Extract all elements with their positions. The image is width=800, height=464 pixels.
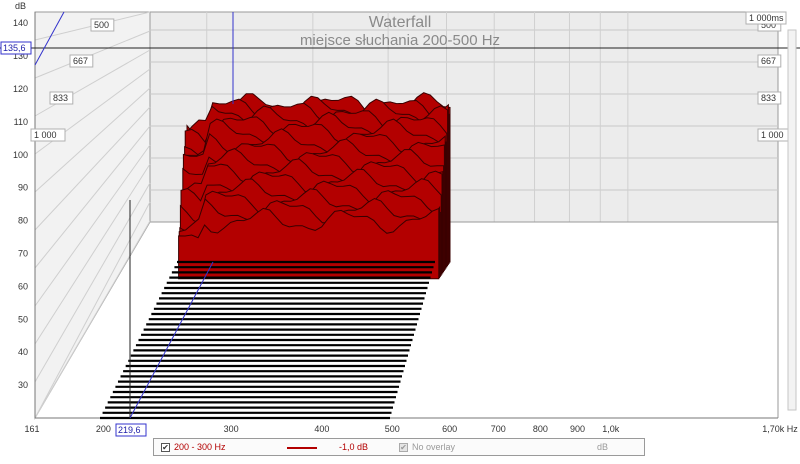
cursor-y-box: [0, 41, 32, 55]
cursor-y-readout: 135,6: [3, 43, 26, 53]
series-label: 200 - 300 Hz: [174, 442, 226, 452]
x-tick-label: 1,0k: [602, 424, 620, 434]
cursor-x-box: [115, 423, 147, 437]
y-tick-label: 60: [18, 281, 28, 291]
time-label-box: [757, 54, 782, 68]
time-label-box: [30, 128, 66, 142]
cursor-diagonal-line: [34, 11, 65, 66]
time-label-box: [757, 91, 782, 105]
side-grid-line: [34, 182, 151, 383]
x-tick-label: 300: [224, 424, 239, 434]
side-grid-line: [34, 201, 151, 419]
offset-label: -1,0 dB: [339, 442, 369, 452]
time-axis-label-right: 1 000: [761, 130, 784, 140]
time-end-box: [745, 11, 787, 25]
y-tick-label: 110: [14, 117, 28, 127]
time-axis-label-left: 1 000: [34, 130, 57, 140]
time-axis-label-left: 500: [94, 20, 109, 30]
x-tick-label: 800: [533, 424, 548, 434]
x-tick-label: 600: [442, 424, 457, 434]
series-checkbox[interactable]: ✔: [161, 442, 170, 452]
time-axis-label-right: 833: [761, 93, 776, 103]
x-tick-label: 700: [491, 424, 506, 434]
time-axis-end-label: 1 000ms: [749, 13, 784, 23]
y-tick-label: 30: [18, 380, 28, 390]
unit-label: dB: [597, 442, 609, 452]
y-tick-label: 120: [13, 84, 28, 94]
y-tick-label: 90: [18, 183, 28, 193]
side-grid-line: [34, 163, 151, 345]
chart-subtitle: miejsce słuchania 200-500 Hz: [300, 32, 500, 49]
y-axis-label: dB: [15, 1, 26, 11]
time-label-box: [90, 18, 115, 32]
x-tick-label: 1,70k Hz: [762, 424, 798, 434]
cursor-diagonal-line: [129, 261, 214, 419]
vertical-scrollbar: [787, 29, 797, 411]
overlay-label: No overlay: [412, 442, 456, 452]
y-tick-label: 140: [13, 18, 28, 28]
side-grid-line: [34, 87, 151, 193]
x-tick-label: 400: [314, 424, 329, 434]
x-tick-label: 500: [385, 424, 400, 434]
overlay-checkbox[interactable]: ✔: [399, 442, 408, 452]
y-tick-label: 70: [18, 249, 28, 259]
side-grid-line: [34, 49, 151, 117]
y-tick-label: 40: [18, 347, 28, 357]
side-grid-line: [34, 106, 151, 231]
time-axis-label-right: 500: [761, 20, 776, 30]
side-grid-line: [34, 220, 151, 419]
time-axis-label-left: 833: [53, 93, 68, 103]
y-tick-label: 130: [13, 51, 28, 61]
y-tick-label: 100: [13, 150, 28, 160]
cursor-x-readout: 219,6: [118, 425, 141, 435]
legend-bar: ✔ 200 - 300 Hz -1,0 dB ✔ No overlay dB: [153, 438, 645, 456]
time-axis-label-left: 667: [73, 56, 88, 66]
side-grid-line: [34, 125, 151, 269]
time-label-box: [69, 54, 94, 68]
x-tick-label: 161: [24, 424, 39, 434]
side-wall: [34, 11, 151, 420]
time-label-box: [49, 91, 74, 105]
x-tick-label: 200: [96, 424, 111, 434]
y-tick-label: 50: [18, 314, 28, 324]
x-tick-label: 900: [570, 424, 585, 434]
side-grid-line: [34, 144, 151, 307]
chart-title: Waterfall: [369, 14, 432, 31]
time-axis-label-right: 667: [761, 56, 776, 66]
series-line-swatch: [287, 447, 317, 449]
y-tick-label: 80: [18, 216, 28, 226]
